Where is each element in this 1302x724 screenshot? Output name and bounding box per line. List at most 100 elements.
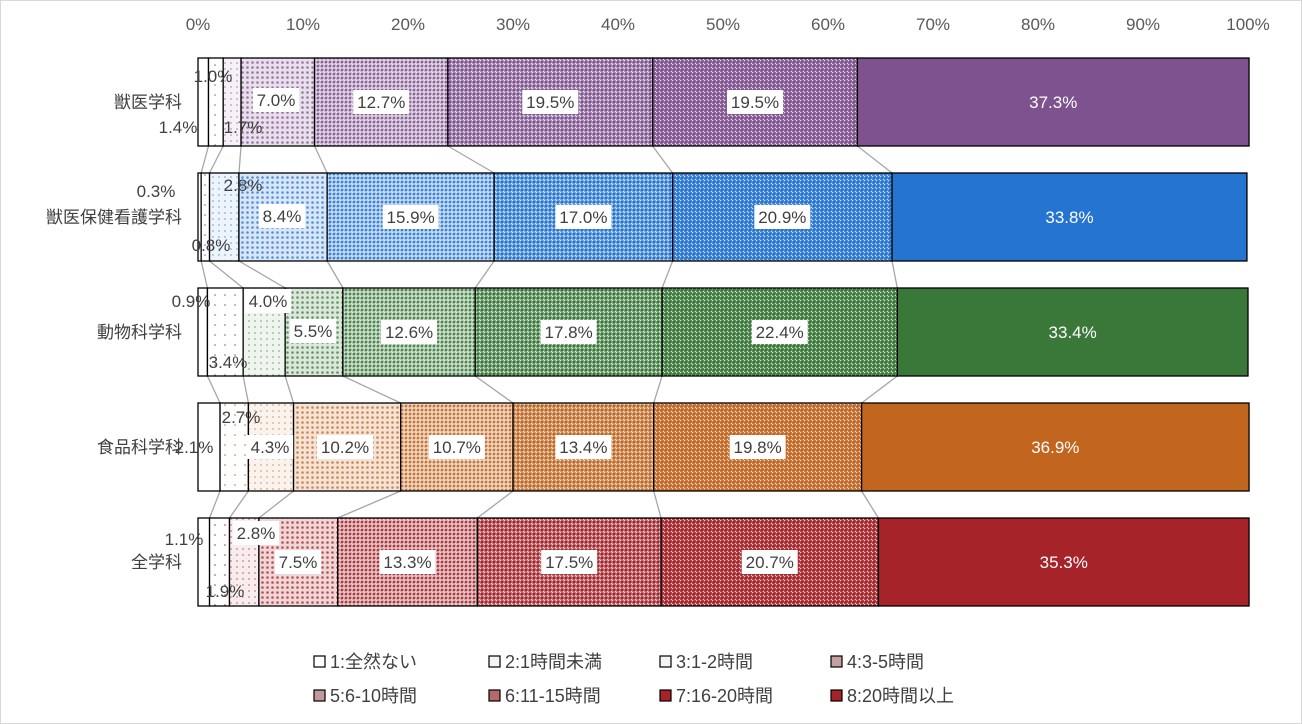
series-connector-line	[652, 145, 674, 174]
svg-text:13.3%: 13.3%	[383, 553, 431, 572]
series-connector-line	[284, 375, 295, 404]
svg-text:0.9%: 0.9%	[172, 292, 211, 311]
category-label: 動物科学科	[97, 323, 182, 342]
series-connector-line	[474, 260, 495, 289]
series-connector-line	[474, 375, 514, 404]
x-tick-label: 0%	[186, 15, 211, 34]
svg-text:19.8%: 19.8%	[734, 438, 782, 457]
series-connector-line	[857, 145, 893, 174]
data-label: 4.3%	[246, 435, 294, 459]
svg-text:33.8%: 33.8%	[1045, 208, 1093, 227]
svg-text:0.8%: 0.8%	[192, 236, 231, 255]
legend-item: 4:3-5時間	[830, 652, 924, 672]
series-connector-line	[313, 145, 328, 174]
svg-text:17.5%: 17.5%	[545, 553, 593, 572]
series-connector-line	[238, 260, 286, 289]
svg-text:1.0%: 1.0%	[194, 67, 233, 86]
legend-label: 2:1時間未満	[505, 652, 602, 672]
series-connector-line	[653, 375, 663, 404]
data-label: 33.8%	[1045, 208, 1093, 227]
data-label: 15.9%	[382, 205, 439, 229]
svg-text:2.7%: 2.7%	[222, 408, 261, 427]
data-label: 10.7%	[428, 435, 485, 459]
legend-label: 4:3-5時間	[847, 652, 924, 672]
data-label: 7.5%	[274, 550, 322, 574]
category-label: 獣医学科	[114, 93, 182, 112]
data-label: 19.5%	[727, 90, 784, 114]
series-connector-line	[891, 260, 898, 289]
legend-label: 7:16-20時間	[676, 686, 773, 706]
data-label: 17.8%	[540, 320, 597, 344]
series-connector-line	[200, 145, 210, 174]
x-tick-label: 80%	[1021, 15, 1055, 34]
svg-text:2.8%: 2.8%	[237, 524, 276, 543]
svg-text:1.1%: 1.1%	[165, 530, 204, 549]
data-label: 7.0%	[252, 88, 300, 112]
data-label: 1.9%	[206, 582, 245, 601]
legend-item: 5:6-10時間	[313, 686, 417, 706]
series-connector-line	[861, 490, 879, 519]
svg-text:20.7%: 20.7%	[746, 553, 794, 572]
x-tick-label: 20%	[391, 15, 425, 34]
svg-text:12.7%: 12.7%	[357, 93, 405, 112]
legend-swatch	[313, 655, 326, 668]
legend-item: 1:全然ない	[313, 652, 417, 672]
data-label: 19.5%	[522, 90, 579, 114]
series-connector-line	[208, 145, 224, 174]
x-tick-label: 100%	[1226, 15, 1269, 34]
legend-label: 3:1-2時間	[676, 652, 753, 672]
x-tick-label: 90%	[1126, 15, 1160, 34]
svg-text:1.7%: 1.7%	[224, 118, 263, 137]
legend-item: 8:20時間以上	[830, 686, 954, 706]
bar-segment	[877, 517, 1250, 607]
legend-swatch	[659, 655, 672, 668]
category-label: 全学科	[131, 553, 182, 572]
series-connector-line	[861, 375, 898, 404]
svg-text:17.0%: 17.0%	[559, 208, 607, 227]
series-connector-line	[653, 490, 662, 519]
series-connector-line	[447, 145, 495, 174]
legend-swatch	[830, 689, 843, 702]
legend-label: 1:全然ない	[330, 652, 417, 672]
svg-text:36.9%: 36.9%	[1031, 438, 1079, 457]
svg-text:19.5%: 19.5%	[526, 93, 574, 112]
series-connector-line	[209, 260, 244, 289]
series-connector-line	[326, 260, 344, 289]
data-label: 13.4%	[555, 435, 612, 459]
series-connector-line	[206, 375, 221, 404]
svg-text:10.2%: 10.2%	[321, 438, 369, 457]
legend-swatch	[830, 655, 843, 668]
svg-text:0.3%: 0.3%	[137, 182, 176, 201]
svg-text:2.1%: 2.1%	[175, 438, 214, 457]
svg-text:12.6%: 12.6%	[385, 323, 433, 342]
series-connector-line	[258, 490, 294, 519]
series-connector-line	[342, 375, 401, 404]
x-tick-label: 40%	[601, 15, 635, 34]
legend-item: 7:16-20時間	[659, 686, 773, 706]
data-label: 1.0%	[194, 67, 233, 86]
data-label: 10.2%	[317, 435, 373, 459]
svg-text:1.4%: 1.4%	[159, 118, 198, 137]
svg-text:19.5%: 19.5%	[731, 93, 779, 112]
x-tick-label: 60%	[811, 15, 845, 34]
legend-item: 6:11-15時間	[488, 686, 601, 706]
svg-text:17.8%: 17.8%	[545, 323, 593, 342]
data-label: 8.4%	[258, 204, 306, 228]
data-label: 12.6%	[381, 320, 438, 344]
data-label: 22.4%	[751, 320, 808, 344]
data-label: 0.3%	[137, 182, 176, 201]
svg-text:2.8%: 2.8%	[224, 176, 263, 195]
series-connector-line	[337, 490, 401, 519]
data-label: 2.1%	[175, 438, 214, 457]
legend-label: 6:11-15時間	[505, 686, 601, 706]
data-label: 3.4%	[209, 353, 248, 372]
data-label: 5.5%	[289, 319, 337, 343]
data-label: 13.3%	[379, 550, 436, 574]
svg-text:10.7%: 10.7%	[433, 438, 481, 457]
legend-swatch	[659, 689, 672, 702]
x-tick-label: 70%	[916, 15, 950, 34]
data-label: 17.0%	[555, 205, 612, 229]
series-connector-line	[228, 490, 249, 519]
